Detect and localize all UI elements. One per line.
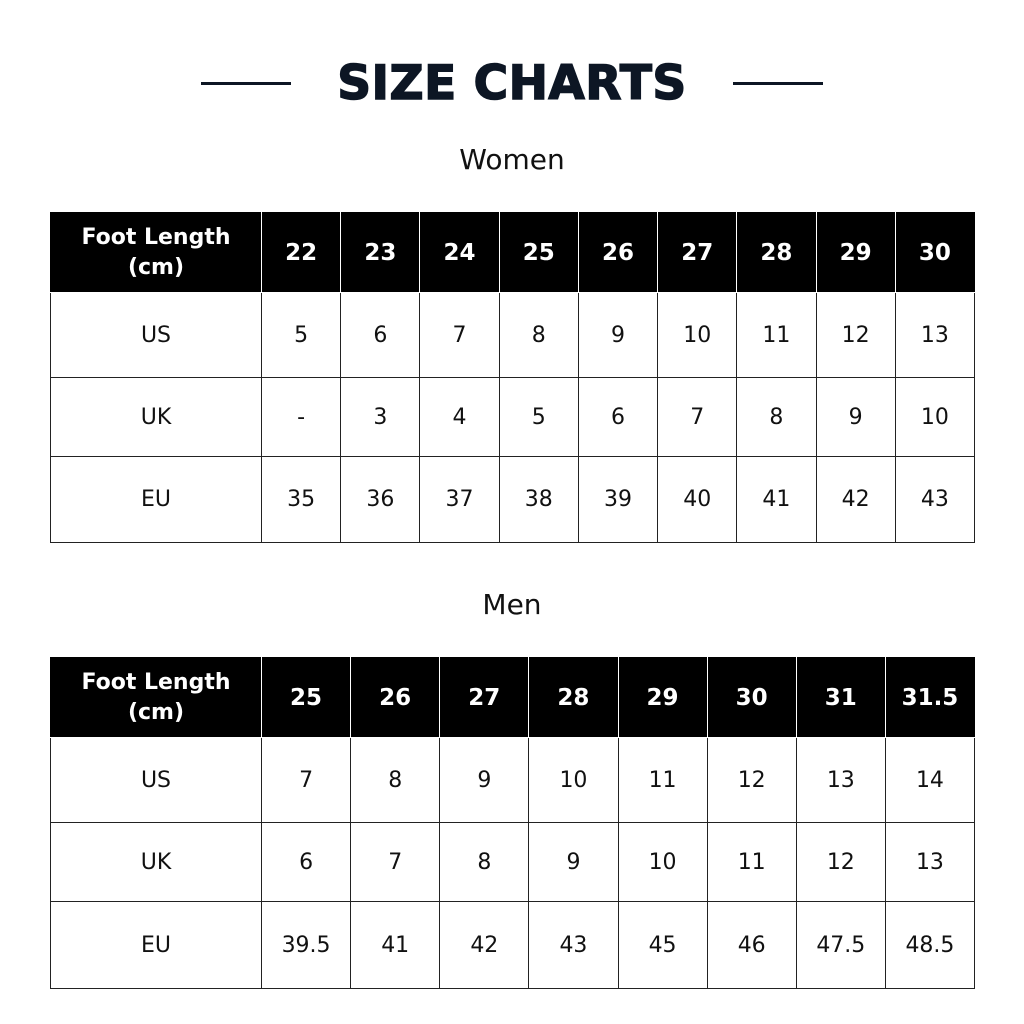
size-cell: 4 xyxy=(419,377,500,457)
size-cell: 9 xyxy=(439,737,530,823)
size-cell: 10 xyxy=(528,737,619,823)
size-cell: 11 xyxy=(736,292,817,378)
size-cell: 13 xyxy=(795,737,886,823)
size-cell: 7 xyxy=(260,737,352,823)
size-cell: 43 xyxy=(528,901,619,989)
size-cell: 5 xyxy=(498,377,579,457)
foot-length-cell: 26 xyxy=(350,657,441,738)
size-cell: 10 xyxy=(657,292,738,378)
size-cell: 39 xyxy=(577,456,659,543)
row-label: US xyxy=(50,292,262,378)
row-label: EU xyxy=(50,901,262,989)
size-cell: 7 xyxy=(419,292,500,378)
size-cell: 41 xyxy=(736,456,817,543)
size-cell: 5 xyxy=(260,292,342,378)
foot-length-cell: 29 xyxy=(815,212,896,293)
title-rule-left xyxy=(201,81,292,85)
table-row: UK 6 7 8 9 10 11 12 13 xyxy=(50,822,976,902)
foot-length-label: Foot Length (cm) xyxy=(50,212,262,293)
size-cell: 7 xyxy=(657,377,738,457)
size-cell: 41 xyxy=(350,901,441,989)
foot-length-cell: 31 xyxy=(795,657,886,738)
table-row: US 7 8 9 10 11 12 13 14 xyxy=(50,737,976,823)
foot-length-cell: 22 xyxy=(260,212,342,293)
size-cell: 6 xyxy=(260,822,352,902)
row-label: UK xyxy=(50,377,262,457)
women-heading: Women xyxy=(459,143,565,176)
size-cell: 8 xyxy=(498,292,579,378)
men-heading: Men xyxy=(482,588,542,621)
foot-length-cell: 30 xyxy=(894,212,976,293)
table-row: US 5 6 7 8 9 10 11 12 13 xyxy=(50,292,976,378)
women-size-table: Foot Length (cm) 22 23 24 25 26 27 28 29 30 US 5 6 7 8 9… xyxy=(50,212,976,543)
size-cell: 11 xyxy=(706,822,797,902)
size-cell: 40 xyxy=(657,456,738,543)
label-line: Foot Length xyxy=(81,224,231,250)
size-cell: 11 xyxy=(617,737,708,823)
foot-length-cell: 28 xyxy=(736,212,817,293)
size-cell: 9 xyxy=(577,292,659,378)
foot-length-cell: 29 xyxy=(617,657,708,738)
size-cell: 9 xyxy=(528,822,619,902)
table-row: EU 39.5 41 42 43 45 46 47.5 48.5 xyxy=(50,901,976,989)
size-cell: 35 xyxy=(260,456,342,543)
size-cell: 3 xyxy=(340,377,421,457)
foot-length-cell: 25 xyxy=(498,212,579,293)
foot-length-cell: 26 xyxy=(577,212,659,293)
size-cell: - xyxy=(260,377,342,457)
size-cell: 42 xyxy=(439,901,530,989)
title-bar: SIZE CHARTS xyxy=(0,52,1024,114)
size-cell: 6 xyxy=(340,292,421,378)
label-unit: (cm) xyxy=(127,699,185,725)
foot-length-cell: 23 xyxy=(340,212,421,293)
size-cell: 39.5 xyxy=(260,901,352,989)
size-cell: 47.5 xyxy=(795,901,886,989)
size-cell: 42 xyxy=(815,456,896,543)
size-cell: 12 xyxy=(795,822,886,902)
size-cell: 6 xyxy=(577,377,659,457)
size-cell: 38 xyxy=(498,456,579,543)
size-cell: 12 xyxy=(706,737,797,823)
foot-length-cell: 30 xyxy=(706,657,797,738)
header-row: Foot Length (cm) 22 23 24 25 26 27 28 29 30 xyxy=(50,212,976,293)
foot-length-cell: 28 xyxy=(528,657,619,738)
header-row: Foot Length (cm) 25 26 27 28 29 30 31 31.5 xyxy=(50,657,976,738)
row-label: EU xyxy=(50,456,262,543)
title-rule-right xyxy=(732,81,823,85)
table-row: EU 35 36 37 38 39 40 41 42 43 xyxy=(50,456,976,543)
foot-length-cell: 25 xyxy=(260,657,352,738)
foot-length-cell: 31.5 xyxy=(884,657,976,738)
foot-length-cell: 24 xyxy=(419,212,500,293)
size-cell: 12 xyxy=(815,292,896,378)
row-label: UK xyxy=(50,822,262,902)
men-size-table: Foot Length (cm) 25 26 27 28 29 30 31 31.5 US 7 8 9 10… xyxy=(50,657,976,989)
size-cell: 46 xyxy=(706,901,797,989)
size-cell: 45 xyxy=(617,901,708,989)
size-cell: 8 xyxy=(439,822,530,902)
size-cell: 9 xyxy=(815,377,896,457)
size-cell: 36 xyxy=(340,456,421,543)
foot-length-cell: 27 xyxy=(657,212,738,293)
size-cell: 8 xyxy=(350,737,441,823)
size-cell: 10 xyxy=(894,377,976,457)
size-cell: 37 xyxy=(419,456,500,543)
table-row: UK -3 4 5 6 7 8 9 10 xyxy=(50,377,976,457)
size-cell: 10 xyxy=(617,822,708,902)
row-label: US xyxy=(50,737,262,823)
size-cell: 8 xyxy=(736,377,817,457)
foot-length-label: Foot Length (cm) xyxy=(50,657,262,738)
size-cell: 14 xyxy=(884,737,976,823)
size-cell: 13 xyxy=(894,292,976,378)
label-line: Foot Length xyxy=(81,669,231,695)
size-cell: 43 xyxy=(894,456,976,543)
label-unit: (cm) xyxy=(127,254,185,280)
size-cell: 13 xyxy=(884,822,976,902)
size-cell: 7 xyxy=(350,822,441,902)
foot-length-cell: 27 xyxy=(439,657,530,738)
page-title: SIZE CHARTS xyxy=(336,55,687,112)
size-cell: 48.5 xyxy=(884,901,976,989)
